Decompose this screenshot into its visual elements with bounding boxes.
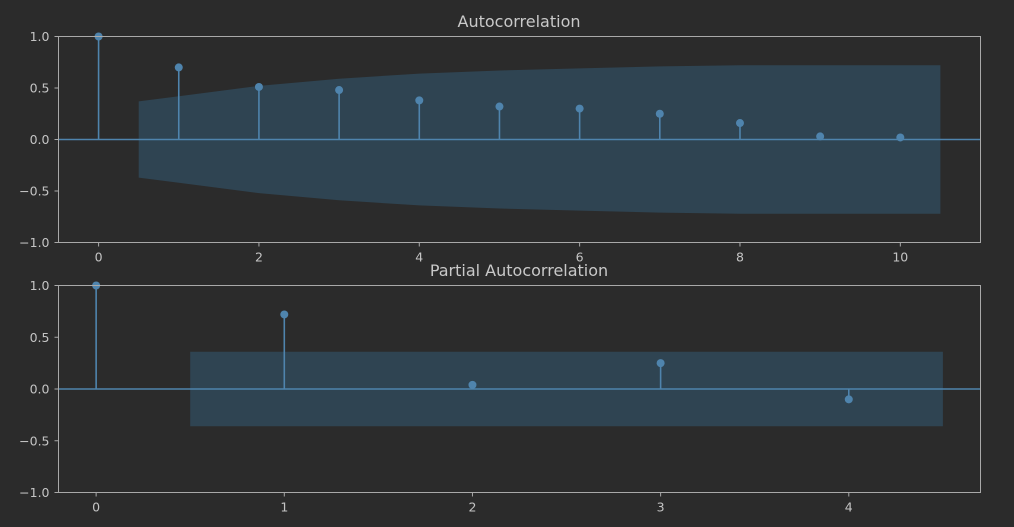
pacf-ytick-label-0: −1.0 — [19, 485, 49, 500]
acf-xtick-label-10: 10 — [892, 250, 908, 265]
acf-marker-lag-2 — [255, 83, 263, 91]
pacf-xtick-label-3: 3 — [657, 500, 665, 515]
acf-ytick-label-0: −1.0 — [19, 235, 49, 250]
pacf-marker-lag-1 — [280, 310, 288, 318]
acf-marker-lag-7 — [656, 110, 664, 118]
pacf-ytick-label-2: 0.0 — [30, 382, 50, 397]
acf-marker-lag-5 — [495, 103, 503, 111]
acf-marker-lag-9 — [816, 132, 824, 140]
acf-xtick-label-8: 8 — [736, 250, 744, 265]
acf-ytick-label-3: 0.5 — [30, 81, 50, 96]
acf-marker-lag-4 — [415, 96, 423, 104]
autocorrelation-title: Autocorrelation — [458, 12, 581, 31]
acf-marker-lag-1 — [175, 63, 183, 71]
pacf-marker-lag-2 — [468, 381, 476, 389]
acf-marker-lag-10 — [896, 133, 904, 141]
pacf-xtick-label-0: 0 — [92, 500, 100, 515]
pacf-marker-lag-4 — [845, 395, 853, 403]
acf-xtick-label-2: 2 — [255, 250, 263, 265]
acf-xtick-label-0: 0 — [95, 250, 103, 265]
partial-autocorrelation-title: Partial Autocorrelation — [430, 261, 608, 280]
pacf-marker-lag-3 — [657, 359, 665, 367]
acf-ytick-label-2: 0.0 — [30, 132, 50, 147]
acf-marker-lag-3 — [335, 86, 343, 94]
acf-marker-lag-6 — [576, 105, 584, 113]
acf-ytick-label-4: 1.0 — [30, 29, 50, 44]
pacf-ytick-label-1: −0.5 — [19, 433, 49, 448]
pacf-xtick-label-1: 1 — [280, 500, 288, 515]
pacf-xtick-label-4: 4 — [845, 500, 853, 515]
pacf-ytick-label-3: 0.5 — [30, 330, 50, 345]
acf-marker-lag-8 — [736, 119, 744, 127]
acf-xtick-label-4: 4 — [415, 250, 423, 265]
pacf-xtick-label-2: 2 — [468, 500, 476, 515]
acf-ytick-label-1: −0.5 — [19, 184, 49, 199]
pacf-ytick-label-4: 1.0 — [30, 278, 50, 293]
